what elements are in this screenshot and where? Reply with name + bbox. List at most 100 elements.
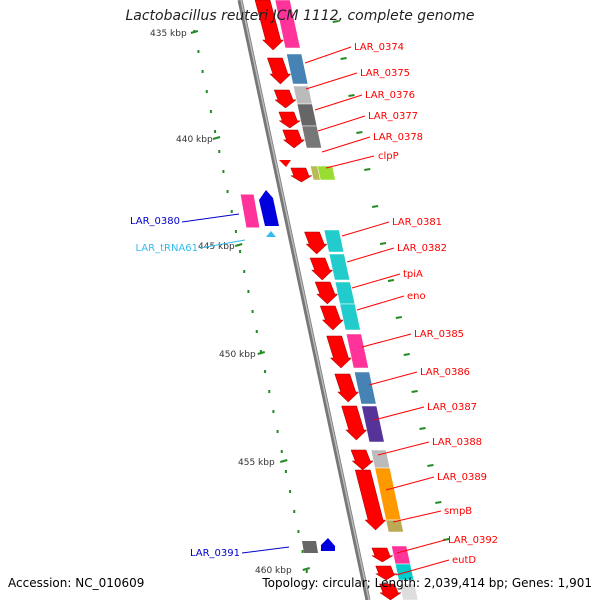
gene-leader-line [314, 94, 363, 111]
gene-label: LAR_0388 [432, 437, 482, 448]
cds-arrow [278, 111, 302, 129]
accession-label: Accession: NC_010609 [8, 576, 145, 590]
annotation-block [385, 519, 404, 533]
backbone-tick [403, 353, 410, 356]
ruler-tick [302, 567, 311, 571]
gene-label: eutD [452, 555, 476, 566]
ruler-dot [251, 310, 254, 313]
gene-leader-line [377, 441, 430, 456]
ruler-dot [209, 110, 212, 113]
gene-label: LAR_0391 [190, 548, 240, 559]
cds-arrow [254, 0, 285, 51]
ruler-dot [197, 50, 200, 53]
ruler-dot [293, 510, 296, 513]
annotation-block [317, 165, 336, 181]
backbone-tick [340, 57, 347, 60]
gene-leader-line [356, 295, 405, 311]
gene-label: LAR_0392 [448, 535, 498, 546]
annotation-block [239, 193, 261, 229]
gene-leader-line [325, 155, 375, 169]
ruler-dot [276, 430, 279, 433]
ruler-dot [297, 530, 300, 533]
ruler-dot [239, 250, 242, 253]
gene-label: LAR_0374 [354, 42, 404, 53]
ruler-tick [234, 243, 243, 247]
ruler-label: 450 kbp [219, 350, 256, 360]
gene-label: LAR_0378 [373, 132, 423, 143]
gene-leader-line [321, 136, 371, 153]
trna-marker [266, 231, 276, 237]
gene-leader-line [373, 406, 425, 421]
ruler-dot [268, 390, 271, 393]
gene-leader-line [199, 239, 246, 249]
ruler-dot [226, 190, 229, 193]
gene-label: eno [407, 291, 426, 302]
backbone-tick [356, 131, 363, 134]
gene-label: LAR_0389 [437, 472, 487, 483]
gene-label: clpP [378, 151, 399, 162]
ruler-dot [259, 350, 262, 353]
backbone-tick [411, 390, 418, 393]
gene-leader-line [351, 273, 401, 289]
ruler-label: 460 kbp [255, 566, 292, 576]
cds-arrow [334, 373, 360, 403]
backbone-tick [435, 501, 442, 504]
cds-arrow [374, 565, 398, 581]
gene-leader-line [385, 476, 435, 491]
backbone-line [237, 0, 371, 601]
annotation-block [296, 103, 318, 127]
gene-label: LAR_0380 [130, 216, 180, 227]
gene-leader-line [346, 247, 395, 263]
ruler-tick [190, 30, 199, 34]
ruler-dot [305, 570, 308, 573]
cds-arrow [319, 305, 345, 331]
cds-arrow [341, 405, 368, 441]
annotation-block [328, 253, 351, 281]
annotation-block [354, 371, 377, 405]
ruler-dot [247, 290, 250, 293]
backbone-tick [427, 464, 434, 467]
gene-leader-line [361, 333, 412, 348]
backbone-tick [371, 205, 379, 208]
cds-arrow [279, 160, 291, 167]
cds-arrow [350, 449, 374, 471]
annotation-block [391, 545, 411, 565]
gene-leader-line [396, 539, 446, 554]
gene-label: LAR_0385 [414, 329, 464, 340]
gene-label: LAR_0386 [420, 367, 470, 378]
gene-leader-line [305, 72, 358, 90]
ruler-dot [218, 150, 221, 153]
backbone-tick [395, 316, 403, 319]
cds-arrow [379, 583, 402, 601]
ruler-dot [272, 410, 275, 413]
ruler-dot [230, 210, 233, 213]
gene-label: LAR_0387 [427, 402, 477, 413]
gene-label: tpiA [403, 269, 423, 280]
gene-leader-line [392, 510, 442, 523]
gene-leader-line [395, 559, 450, 576]
gene-label: LAR_0381 [392, 217, 442, 228]
ruler-dot [255, 330, 258, 333]
gene-leader-line [341, 221, 390, 237]
annotation-block [323, 229, 345, 253]
ruler-tick [212, 136, 221, 140]
annotation-block [361, 405, 385, 443]
gene-leader-line [317, 115, 366, 132]
gene-label: LAR_0377 [368, 111, 418, 122]
cds-arrow [326, 335, 353, 369]
backbone-tick [419, 427, 426, 430]
ruler-label: 440 kbp [176, 135, 213, 145]
gene-leader-line [241, 546, 290, 554]
ruler-dot [280, 450, 283, 453]
ruler-dot [222, 170, 225, 173]
backbone-tick [348, 94, 355, 97]
gene-leader-line [181, 213, 240, 223]
gene-label: LAR_0375 [360, 68, 410, 79]
gene-leader-line [368, 371, 418, 386]
annotation-block [339, 303, 361, 331]
cds-arrow [370, 547, 394, 563]
ruler-dot [201, 70, 204, 73]
backbone-highlight [240, 0, 370, 601]
backbone-tick [364, 168, 371, 171]
